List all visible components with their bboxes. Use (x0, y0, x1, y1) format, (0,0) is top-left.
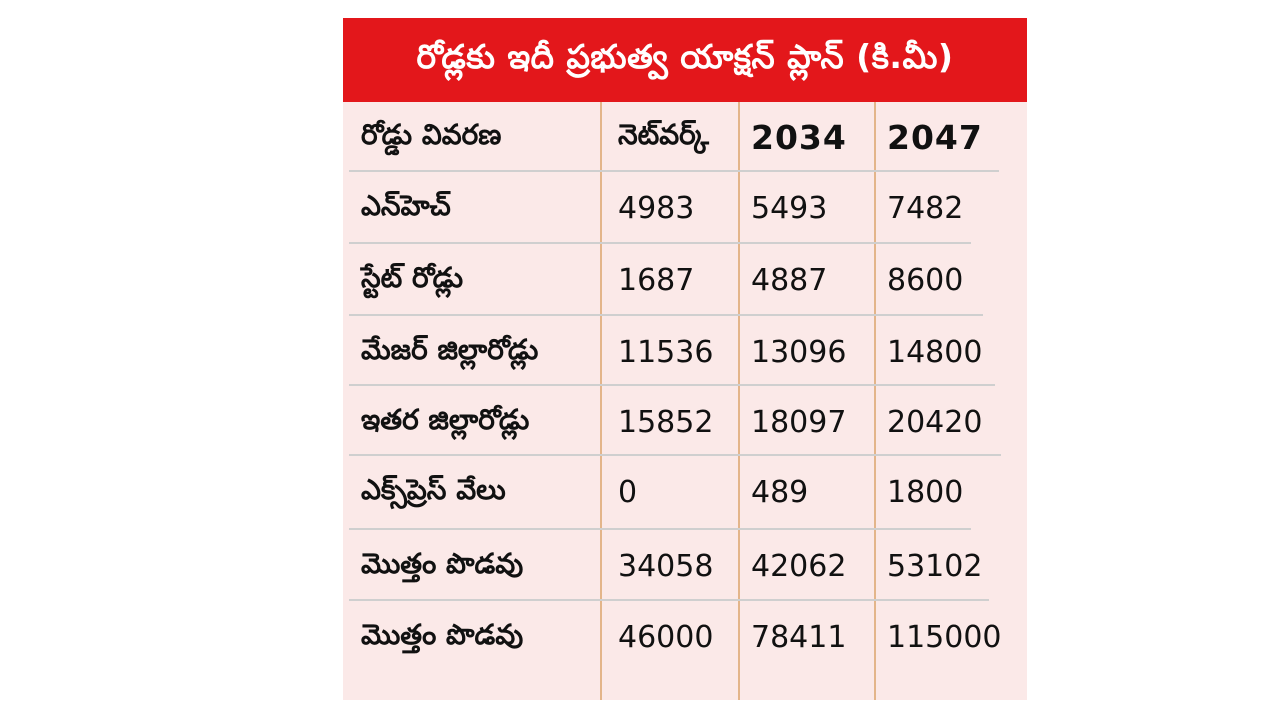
table-row: మొత్తం పొడవు 34058 42062 53102 (343, 531, 1027, 602)
value-2034: 5493 (751, 191, 828, 226)
value-2034: 4887 (751, 263, 828, 298)
row-label: మొత్తం పొడవు (361, 546, 524, 580)
table-row: ఎక్స్‌ప్రెస్ వేలు 0 489 1800 (343, 457, 1027, 528)
column-divider (600, 102, 602, 700)
row-label: ఇతర జిల్లారోడ్లు (361, 402, 530, 436)
row-divider (349, 314, 983, 316)
table-row: స్టేట్ రోడ్లు 1687 4887 8600 (343, 245, 1027, 316)
value-2047: 20420 (887, 405, 983, 440)
row-label: స్టేట్ రోడ్లు (361, 260, 464, 294)
value-2047: 53102 (887, 549, 983, 584)
table-row: మేజర్ జిల్లారోడ్లు 11536 13096 14800 (343, 317, 1027, 388)
road-action-plan-table: రోడ్లకు ఇదీ ప్రభుత్వ యాక్షన్ ప్లాన్ (కి.… (343, 18, 1027, 700)
row-label: ఎక్స్‌ప్రెస్ వేలు (361, 472, 506, 506)
table-title: రోడ్లకు ఇదీ ప్రభుత్వ యాక్షన్ ప్లాన్ (కి.… (343, 18, 1027, 102)
row-divider (349, 599, 989, 601)
table-row: ఇతర జిల్లారోడ్లు 15852 18097 20420 (343, 387, 1027, 458)
column-divider (874, 102, 876, 700)
column-header-2034: 2034 (751, 118, 847, 157)
network-value: 15852 (618, 405, 714, 440)
value-2047: 14800 (887, 335, 983, 370)
row-divider (349, 170, 999, 172)
network-value: 46000 (618, 620, 714, 655)
row-label: ఎన్‌హెచ్ (361, 188, 451, 222)
value-2034: 18097 (751, 405, 847, 440)
row-divider (349, 454, 1001, 456)
row-divider (349, 528, 971, 530)
row-label: మేజర్ జిల్లారోడ్లు (361, 332, 539, 366)
value-2047: 115000 (887, 620, 1002, 655)
network-value: 4983 (618, 191, 695, 226)
column-header-road-description: రోడ్డు వివరణ (361, 117, 502, 151)
column-header-network: నెట్‌వర్క్ (618, 117, 709, 151)
value-2047: 7482 (887, 191, 964, 226)
header-row: రోడ్డు వివరణ నెట్‌వర్క్ 2034 2047 (343, 102, 1027, 173)
network-value: 1687 (618, 263, 695, 298)
value-2034: 42062 (751, 549, 847, 584)
row-label: మొత్తం పొడవు (361, 617, 524, 651)
value-2034: 78411 (751, 620, 847, 655)
row-divider (349, 384, 995, 386)
value-2047: 8600 (887, 263, 964, 298)
network-value: 11536 (618, 335, 714, 370)
column-divider (738, 102, 740, 700)
table-row: ఎన్‌హెచ్ 4983 5493 7482 (343, 173, 1027, 244)
value-2034: 489 (751, 475, 809, 510)
value-2034: 13096 (751, 335, 847, 370)
network-value: 34058 (618, 549, 714, 584)
network-value: 0 (618, 475, 638, 510)
value-2047: 1800 (887, 475, 964, 510)
column-header-2047: 2047 (887, 118, 983, 157)
row-divider (349, 242, 971, 244)
table-row: మొత్తం పొడవు 46000 78411 115000 (343, 602, 1027, 673)
